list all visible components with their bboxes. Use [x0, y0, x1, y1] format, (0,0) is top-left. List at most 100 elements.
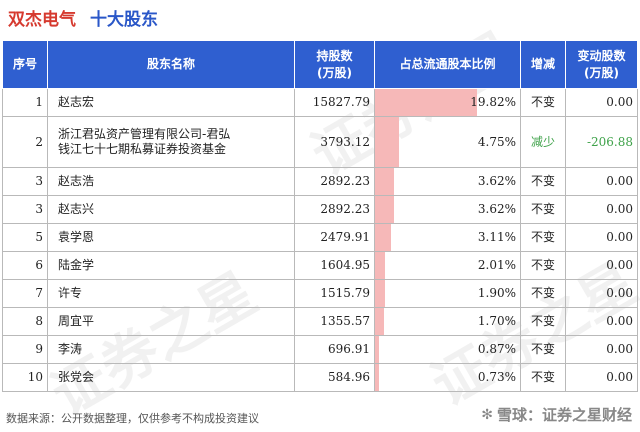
header-shares-line1: 持股数: [316, 48, 353, 63]
row-rank: 1: [2, 88, 48, 117]
ratio-value: 3.11%: [477, 230, 516, 244]
row-change: 不变: [520, 223, 566, 252]
ratio-value: 0.87%: [477, 342, 516, 356]
ratio-bar: [375, 364, 379, 391]
row-name: 赵志兴: [47, 195, 295, 224]
table-row: 7 许专 1515.79 1.90% 不变 0.00: [2, 279, 638, 308]
header-shares: 持股数 (万股): [294, 40, 375, 89]
table-row: 1 赵志宏 15827.79 19.82% 不变 0.00: [2, 88, 638, 117]
row-delta: 0.00: [565, 363, 638, 392]
table-row: 5 袁学恩 2479.91 3.11% 不变 0.00: [2, 223, 638, 252]
row-change: 不变: [520, 251, 566, 280]
row-shares: 584.96: [294, 363, 375, 392]
row-name: 赵志宏: [47, 88, 295, 117]
ratio-value: 0.73%: [477, 370, 516, 384]
header-delta-line1: 变动股数: [577, 48, 626, 63]
page-title: 双杰电气 十大股东: [8, 4, 158, 30]
row-shares: 3793.12: [294, 116, 375, 168]
row-rank: 10: [2, 363, 48, 392]
company-name: 双杰电气: [8, 9, 76, 30]
row-ratio: 0.87%: [374, 335, 521, 364]
row-change: 不变: [520, 363, 566, 392]
header-rank: 序号: [2, 40, 48, 89]
header-delta: 变动股数 (万股): [565, 40, 638, 89]
ratio-value: 2.01%: [477, 258, 516, 272]
table-row: 3 赵志兴 2892.23 3.62% 不变 0.00: [2, 195, 638, 224]
row-name: 赵志浩: [47, 167, 295, 196]
footer-brand: ✻ 雪球：证券之星财经: [481, 404, 632, 425]
row-ratio: 2.01%: [374, 251, 521, 280]
ratio-bar: [375, 196, 394, 223]
table-body: 1 赵志宏 15827.79 19.82% 不变 0.00 2 浙江君弘资产管理有限公司-君弘…: [2, 88, 638, 392]
row-shares: 1355.57: [294, 307, 375, 336]
snowball-icon: ✻: [481, 406, 493, 423]
row-ratio: 1.70%: [374, 307, 521, 336]
row-ratio: 1.90%: [374, 279, 521, 308]
data-source-note: 数据来源：公开数据整理，仅供参考不构成投资建议: [6, 412, 259, 425]
row-change: 不变: [520, 307, 566, 336]
ratio-bar: [375, 168, 394, 195]
header-shares-line2: (万股): [317, 65, 352, 80]
row-name: 陆金学: [47, 251, 295, 280]
ratio-bar: [375, 252, 386, 279]
row-rank: 6: [2, 251, 48, 280]
ratio-bar: [375, 280, 385, 307]
table-row: 10 张党会 584.96 0.73% 不变 0.00: [2, 363, 638, 392]
ratio-value: 1.70%: [477, 314, 516, 328]
row-name-line1: 浙江君弘资产管理有限公司-君弘: [58, 127, 231, 141]
table-row: 3 赵志浩 2892.23 3.62% 不变 0.00: [2, 167, 638, 196]
row-rank: 3: [2, 167, 48, 196]
row-change: 减少: [520, 116, 566, 168]
header-name: 股东名称: [47, 40, 295, 89]
row-change: 不变: [520, 195, 566, 224]
ratio-bar: [375, 89, 477, 116]
row-delta: 0.00: [565, 279, 638, 308]
row-ratio: 19.82%: [374, 88, 521, 117]
row-ratio: 3.62%: [374, 195, 521, 224]
row-name: 浙江君弘资产管理有限公司-君弘 钱江七十七期私募证券投资基金: [47, 116, 295, 168]
row-delta: 0.00: [565, 88, 638, 117]
ratio-value: 19.82%: [470, 95, 516, 109]
row-shares: 2479.91: [294, 223, 375, 252]
row-name: 张党会: [47, 363, 295, 392]
ratio-bar: [375, 336, 380, 363]
ratio-value: 1.90%: [477, 286, 516, 300]
row-delta: -206.88: [565, 116, 638, 168]
row-rank: 3: [2, 195, 48, 224]
row-change: 不变: [520, 88, 566, 117]
row-rank: 8: [2, 307, 48, 336]
row-name: 周宜平: [47, 307, 295, 336]
row-change: 不变: [520, 167, 566, 196]
header-ratio: 占总流通股本比例: [374, 40, 521, 89]
ratio-value: 4.75%: [477, 134, 516, 149]
row-shares: 2892.23: [294, 195, 375, 224]
shareholders-table: 序号 股东名称 持股数 (万股) 占总流通股本比例 增减 变动股数 (万股) 1…: [2, 40, 638, 392]
row-rank: 9: [2, 335, 48, 364]
row-change: 不变: [520, 335, 566, 364]
ratio-bar: [375, 224, 391, 251]
row-delta: 0.00: [565, 223, 638, 252]
row-shares: 15827.79: [294, 88, 375, 117]
row-delta: 0.00: [565, 335, 638, 364]
row-shares: 1604.95: [294, 251, 375, 280]
row-name: 许专: [47, 279, 295, 308]
row-name: 袁学恩: [47, 223, 295, 252]
table-row: 2 浙江君弘资产管理有限公司-君弘 钱江七十七期私募证券投资基金 3793.12 4.7…: [2, 116, 638, 168]
row-change: 不变: [520, 279, 566, 308]
brand-text: 雪球：证券之星财经: [496, 406, 632, 424]
row-name-line2: 钱江七十七期私募证券投资基金: [58, 142, 227, 156]
row-delta: 0.00: [565, 251, 638, 280]
table-row: 9 李涛 696.91 0.87% 不变 0.00: [2, 335, 638, 364]
row-ratio: 3.62%: [374, 167, 521, 196]
row-rank: 7: [2, 279, 48, 308]
header-delta-line2: (万股): [584, 65, 619, 80]
row-delta: 0.00: [565, 195, 638, 224]
row-rank: 5: [2, 223, 48, 252]
table-row: 8 周宜平 1355.57 1.70% 不变 0.00: [2, 307, 638, 336]
row-shares: 2892.23: [294, 167, 375, 196]
row-name: 李涛: [47, 335, 295, 364]
row-ratio: 3.11%: [374, 223, 521, 252]
row-delta: 0.00: [565, 167, 638, 196]
row-shares: 1515.79: [294, 279, 375, 308]
ratio-value: 3.62%: [477, 174, 516, 188]
